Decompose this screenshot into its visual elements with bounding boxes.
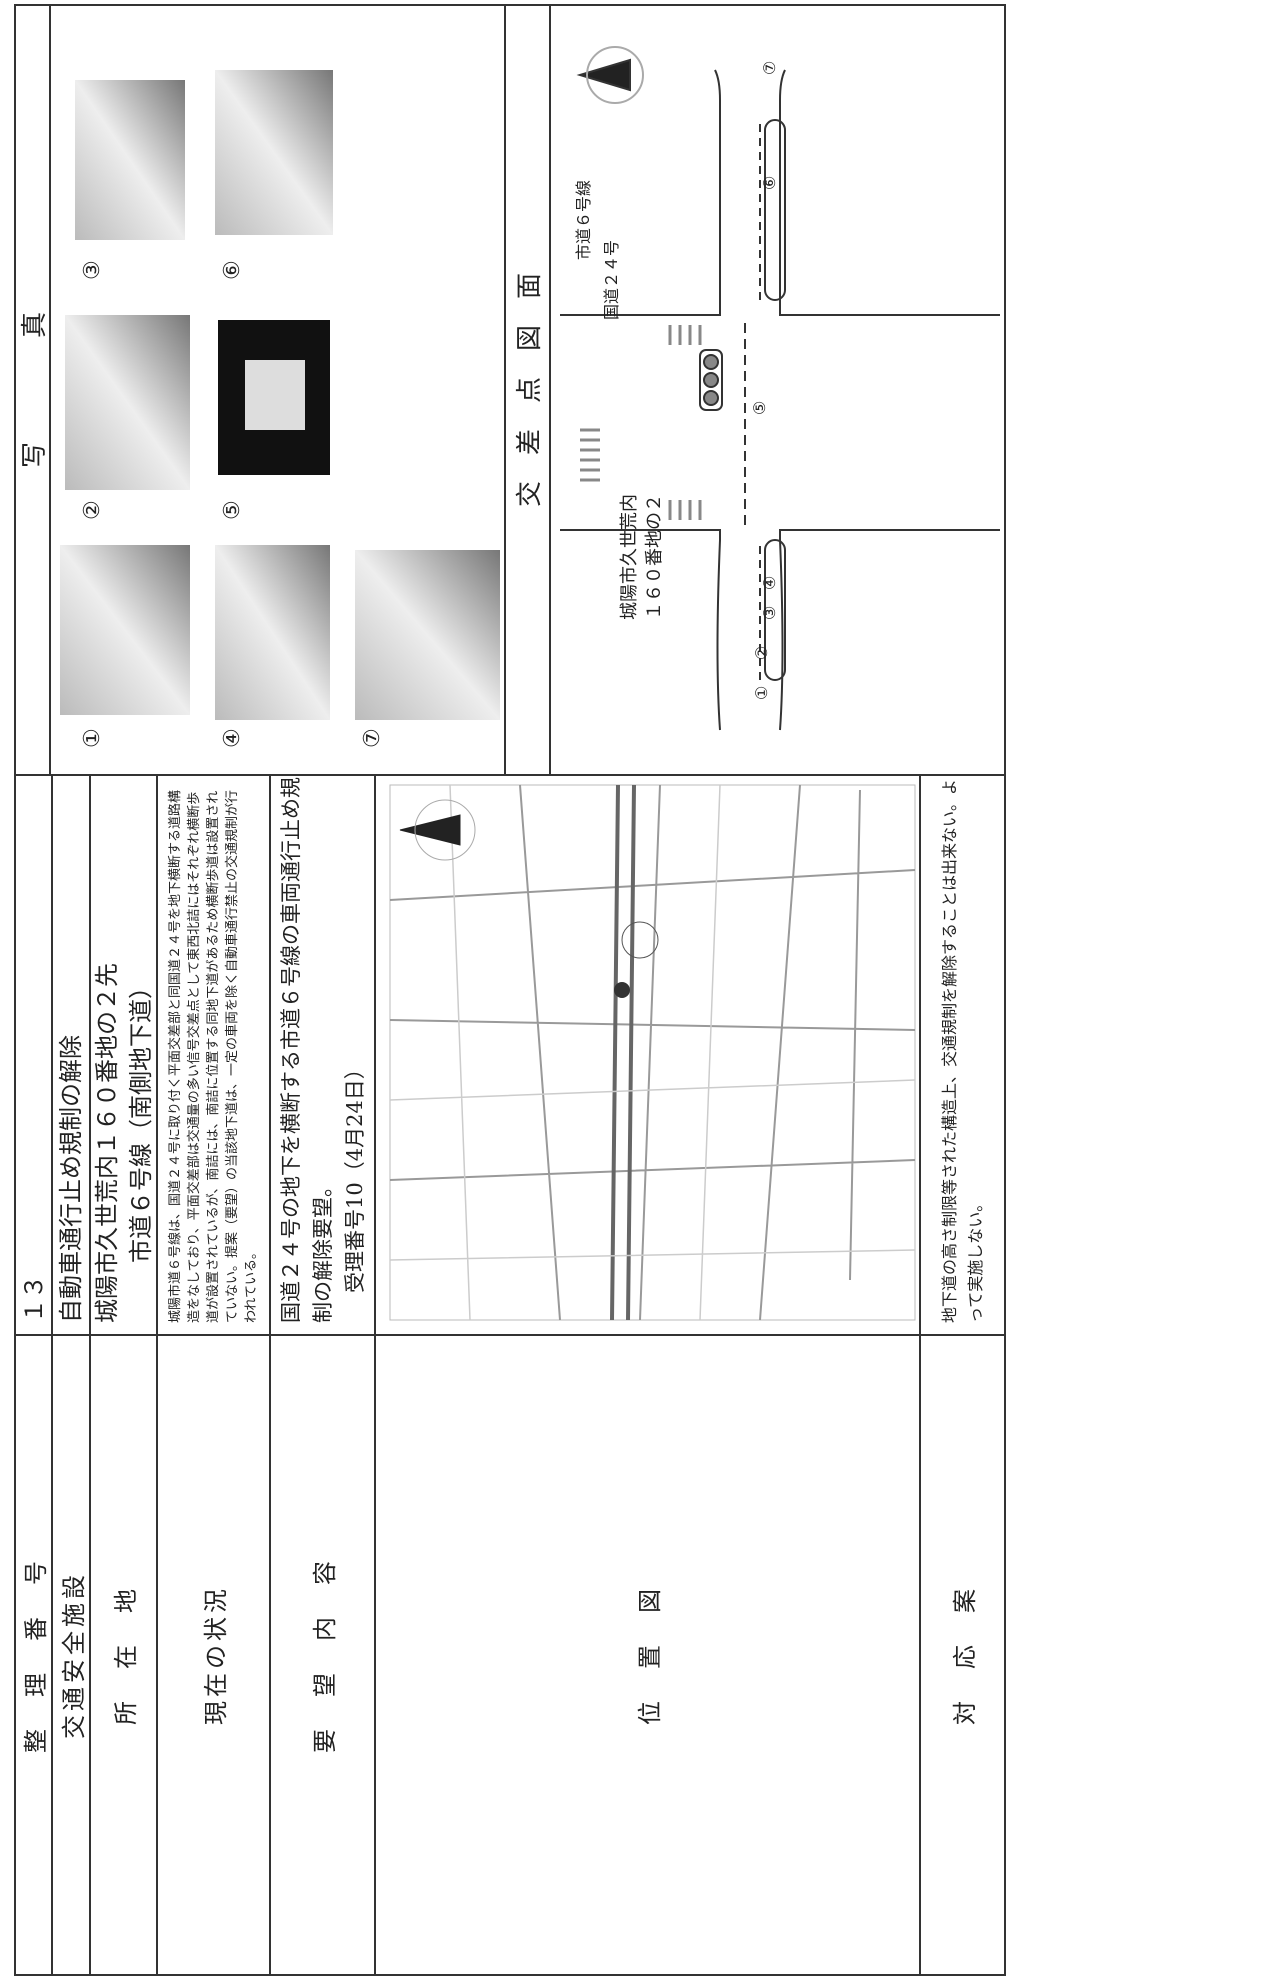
row-label: 要 望 内 容 <box>311 1557 339 1753</box>
text-line: 市道６号線（南側地下道） <box>126 975 155 1263</box>
photo-detail <box>245 360 305 430</box>
point-label: ⑥ <box>760 175 779 190</box>
photo-number: ④ <box>220 728 245 748</box>
document: 整 理 番 号 １３ 交通安全施設 自動車通行止め規制の解除 所 在 地 城陽市… <box>14 4 1006 1976</box>
photo-number: ⑤ <box>220 500 245 520</box>
place-label: 城陽市久世荒内 <box>619 494 640 620</box>
location-map <box>389 784 916 1321</box>
row-value: 城陽市道６号線は、国道２４号に取り付く平面交差部と同国道２４号を地下横断する道路… <box>157 775 270 1335</box>
road-label: 市道６号線 <box>574 179 593 260</box>
point-label: ⑤ <box>750 400 769 415</box>
point-label: ① <box>752 685 771 700</box>
row-label: 現在の状況 <box>202 1585 230 1725</box>
photo-number: ③ <box>80 260 105 280</box>
photo <box>75 80 185 240</box>
photos <box>60 70 500 720</box>
row-label: 対 応 案 <box>951 1585 979 1725</box>
point-label: ② <box>752 645 771 660</box>
text-line: 受理番号10（4月24日） <box>342 1058 367 1293</box>
point-label: ③ <box>760 605 779 620</box>
photo <box>60 545 190 715</box>
row-value: １３ <box>15 775 52 1335</box>
photo <box>355 550 500 720</box>
row-label: 交通安全施設 <box>59 1571 88 1739</box>
text-line: 自動車通行止め規制の解除 <box>57 1035 85 1323</box>
text-block: 地下道の高さ制限等された構造上、交通規制を解除することは出来ない。よって実施しな… <box>939 778 985 1323</box>
form-lines <box>14 4 1006 1976</box>
row-label: 整 理 番 号 <box>22 1557 50 1753</box>
photo <box>65 315 190 490</box>
text-line: 城陽市久世荒内１６０番地の２先 <box>92 963 121 1323</box>
photo-number: ⑥ <box>220 260 245 280</box>
photo-header: 写 真 <box>20 312 50 469</box>
road-label: 国道２４号 <box>602 239 621 320</box>
photo <box>215 70 333 235</box>
point-label: ④ <box>760 575 779 590</box>
photo <box>215 545 330 720</box>
text-line: １３ <box>19 1275 48 1323</box>
row-value: 自動車通行止め規制の解除 <box>52 775 90 1335</box>
photo-number: ⑦ <box>360 728 385 748</box>
row-value: 国道２４号の地下を横断する市道６号線の車両通行止め規制の解除要望。 受理番号10（… <box>270 775 375 1335</box>
text-line: 国道２４号の地下を横断する市道６号線の車両通行止め規制の解除要望。 <box>278 777 335 1323</box>
text-block: 城陽市道６号線は、国道２４号に取り付く平面交差部と同国道２４号を地下横断する道路… <box>168 789 259 1323</box>
row-label: 所 在 地 <box>112 1585 140 1725</box>
place-label: １６０番地の２ <box>644 494 665 620</box>
point-label: ⑦ <box>760 60 779 75</box>
diagram-header: 交 差 点 図 面 <box>515 273 545 508</box>
row-value: 地下道の高さ制限等された構造上、交通規制を解除することは出来ない。よって実施しな… <box>920 775 1005 1335</box>
row-value: 城陽市久世荒内１６０番地の２先 市道６号線（南側地下道） <box>90 775 157 1335</box>
row-label: 位 置 図 <box>636 1585 664 1725</box>
photo-number: ② <box>80 500 105 520</box>
photo-number: ① <box>80 728 105 748</box>
intersection-diagram <box>560 46 1000 731</box>
